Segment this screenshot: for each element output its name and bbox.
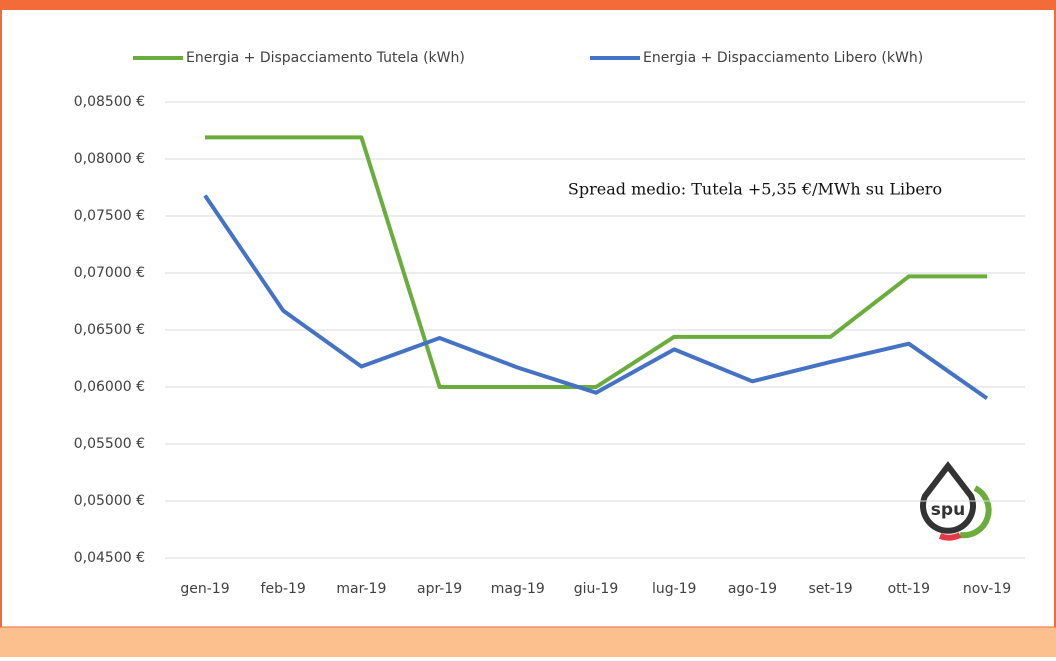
x-tick-label: feb-19 [261,581,306,597]
annotation: Spread medio: Tutela +5,35 €/MWh su Libe… [568,180,942,199]
bottom-band [0,627,1056,657]
right-border [1054,10,1056,627]
left-border [0,10,2,627]
x-tick-label: lug-19 [652,581,697,597]
logo-arc [959,485,992,539]
y-tick-label: 0,07500 € [74,208,145,224]
y-tick-label: 0,08000 € [74,151,145,167]
y-tick-label: 0,06500 € [74,322,145,338]
y-tick-label: 0,05500 € [74,436,145,452]
top-bar [0,0,1056,10]
series-line [203,194,989,401]
x-tick-label: mag-19 [491,581,545,597]
legend-label: Energia + Dispacciamento Libero (kWh) [643,50,923,66]
logo-drop [920,461,976,534]
x-tick-label: set-19 [808,581,852,597]
y-tick-label: 0,04500 € [74,550,145,566]
x-tick-label: apr-19 [417,581,462,597]
y-tick-label: 0,08500 € [74,94,145,110]
x-tick-label: nov-19 [963,581,1011,597]
y-tick-label: 0,07000 € [74,265,145,281]
logo-arc [938,532,962,541]
y-tick-label: 0,06000 € [74,379,145,395]
x-tick-label: gen-19 [180,581,229,597]
legend-label: Energia + Dispacciamento Tutela (kWh) [186,50,465,66]
x-tick-label: ago-19 [728,581,777,597]
x-tick-label: ott-19 [888,581,930,597]
x-tick-label: giu-19 [574,581,619,597]
logo: spu [920,461,992,541]
x-tick-label: mar-19 [336,581,386,597]
series-line [205,135,987,389]
logo-text: spu [931,500,965,520]
y-tick-label: 0,05000 € [74,493,145,509]
